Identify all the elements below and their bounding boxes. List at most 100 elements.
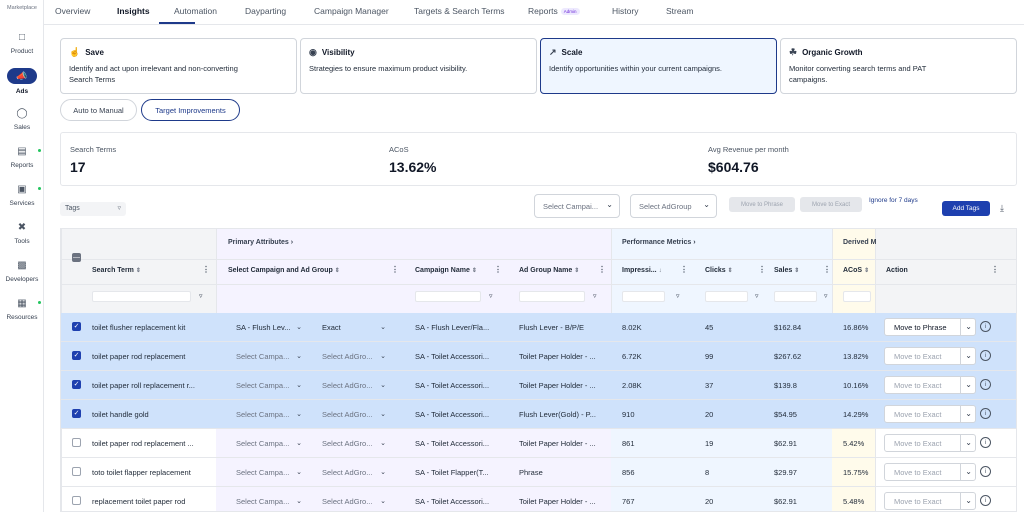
campaign-select[interactable]: Select Campa... ⌄	[236, 468, 302, 477]
info-icon[interactable]: i	[980, 321, 991, 332]
group-performance-metrics[interactable]: Performance Metrics ›	[622, 239, 696, 246]
sidebar-item-ads[interactable]: 📣 Ads	[0, 66, 44, 100]
filter-input-ad-group-name[interactable]	[519, 291, 585, 302]
tab-dayparting[interactable]: Dayparting	[245, 6, 286, 16]
sidebar-item-developers[interactable]: ▩ Developers	[0, 256, 44, 290]
col-acos[interactable]: ACoS ⇕	[843, 267, 870, 274]
info-icon[interactable]: i	[980, 350, 991, 361]
column-menu-icon[interactable]: ⋮	[202, 265, 210, 274]
col-impressions[interactable]: Impressi... ↓	[622, 267, 662, 274]
card-organic-growth[interactable]: ☘ Organic Growth Monitor converting searc…	[780, 38, 1017, 94]
campaign-name-cell: SA - Toilet Flapper(T...	[415, 468, 489, 477]
action-dropdown[interactable]: Move to Exact ⌄	[884, 347, 976, 365]
filter-icon[interactable]: ▿	[199, 293, 203, 300]
select-campaign-dropdown[interactable]: Select Campai... ⌄	[534, 194, 620, 218]
tab-insights[interactable]: Insights	[117, 6, 150, 16]
filter-input-impressions[interactable]	[622, 291, 665, 302]
download-icon[interactable]: ⤓	[1000, 203, 1004, 213]
card-save[interactable]: ☝ Save Identify and act upon irrelevant a…	[60, 38, 297, 94]
column-menu-icon[interactable]: ⋮	[391, 265, 399, 274]
row-checkbox[interactable]	[72, 467, 81, 476]
campaign-select[interactable]: Select Campa... ⌄	[236, 410, 302, 419]
sidebar-item-tools[interactable]: ✖ Tools	[0, 218, 44, 252]
select-all-checkbox[interactable]: —	[72, 253, 81, 262]
adgroup-select[interactable]: Select AdGro... ⌄	[322, 497, 386, 506]
column-menu-icon[interactable]: ⋮	[598, 265, 606, 274]
tab-overview[interactable]: Overview	[55, 6, 90, 16]
row-checkbox[interactable]	[72, 438, 81, 447]
info-icon[interactable]: i	[980, 379, 991, 390]
filter-icon[interactable]: ▿	[824, 293, 828, 300]
tab-stream[interactable]: Stream	[666, 6, 693, 16]
card-visibility[interactable]: ◉ Visibility Strategies to ensure maximum…	[300, 38, 537, 94]
adgroup-select[interactable]: Select AdGro... ⌄	[322, 352, 386, 361]
filter-icon[interactable]: ▿	[755, 293, 759, 300]
sidebar-item-services[interactable]: ▣ Services	[0, 180, 44, 214]
group-derived-metrics[interactable]: Derived M	[843, 239, 877, 246]
info-icon[interactable]: i	[980, 408, 991, 419]
action-dropdown[interactable]: Move to Exact ⌄	[884, 463, 976, 481]
campaign-select[interactable]: SA - Flush Lev... ⌄	[236, 323, 302, 332]
filter-input-campaign-name[interactable]	[415, 291, 481, 302]
filter-icon[interactable]: ▿	[676, 293, 680, 300]
filter-input-acos[interactable]	[843, 291, 871, 302]
tab-campaign-manager[interactable]: Campaign Manager	[314, 6, 389, 16]
adgroup-select[interactable]: Select AdGro... ⌄	[322, 439, 386, 448]
group-primary-attributes[interactable]: Primary Attributes ›	[228, 239, 294, 246]
filter-input-search-term[interactable]	[92, 291, 191, 302]
info-icon[interactable]: i	[980, 437, 991, 448]
column-menu-icon[interactable]: ⋮	[823, 265, 831, 274]
action-dropdown[interactable]: Move to Exact ⌄	[884, 405, 976, 423]
action-dropdown[interactable]: Move to Exact ⌄	[884, 376, 976, 394]
row-checkbox[interactable]: ✓	[72, 409, 81, 418]
campaign-select[interactable]: Select Campa... ⌄	[236, 381, 302, 390]
adgroup-select[interactable]: Select AdGro... ⌄	[322, 410, 386, 419]
move-to-exact-button[interactable]: Move to Exact	[800, 197, 862, 212]
tab-reports[interactable]: Reports Admin	[528, 6, 580, 16]
campaign-select[interactable]: Select Campa... ⌄	[236, 497, 302, 506]
select-adgroup-dropdown[interactable]: Select AdGroup ⌄	[630, 194, 717, 218]
sidebar-item-reports[interactable]: ▤ Reports	[0, 142, 44, 176]
adgroup-select[interactable]: Exact ⌄	[322, 323, 386, 332]
column-menu-icon[interactable]: ⋮	[758, 265, 766, 274]
action-dropdown[interactable]: Move to Exact ⌄	[884, 434, 976, 452]
action-dropdown[interactable]: Move to Phrase ⌄	[884, 318, 976, 336]
col-search-term[interactable]: Search Term ⇕	[92, 267, 141, 274]
tab-targets-search-terms[interactable]: Targets & Search Terms	[414, 6, 505, 16]
campaign-select[interactable]: Select Campa... ⌄	[236, 439, 302, 448]
tab-automation[interactable]: Automation	[174, 6, 217, 16]
ignore-7-days-button[interactable]: Ignore for 7 days	[869, 197, 918, 204]
sidebar-item-resources[interactable]: ▦ Resources	[0, 294, 44, 328]
row-checkbox[interactable]: ✓	[72, 351, 81, 360]
column-menu-icon[interactable]: ⋮	[991, 265, 999, 274]
column-menu-icon[interactable]: ⋮	[494, 265, 502, 274]
filter-input-sales[interactable]	[774, 291, 817, 302]
campaign-select[interactable]: Select Campa... ⌄	[236, 352, 302, 361]
row-checkbox[interactable]: ✓	[72, 322, 81, 331]
tags-filter[interactable]: Tags ▿	[60, 202, 126, 216]
row-checkbox[interactable]	[72, 496, 81, 505]
filter-icon[interactable]: ▿	[489, 293, 493, 300]
tab-history[interactable]: History	[612, 6, 638, 16]
column-menu-icon[interactable]: ⋮	[680, 265, 688, 274]
col-ad-group-name[interactable]: Ad Group Name ⇕	[519, 267, 580, 274]
row-checkbox[interactable]: ✓	[72, 380, 81, 389]
col-sales[interactable]: Sales ⇕	[774, 267, 800, 274]
sidebar-item-sales[interactable]: ◯ Sales	[0, 104, 44, 138]
add-tags-button[interactable]: Add Tags	[942, 201, 990, 216]
info-icon[interactable]: i	[980, 495, 991, 506]
filter-input-clicks[interactable]	[705, 291, 748, 302]
sidebar-item-product[interactable]: □ Product	[0, 28, 44, 62]
action-dropdown[interactable]: Move to Exact ⌄	[884, 492, 976, 510]
col-campaign-name[interactable]: Campaign Name ⇕	[415, 267, 477, 274]
card-scale[interactable]: ↗ Scale Identify opportunities within you…	[540, 38, 777, 94]
col-select-campaign[interactable]: Select Campaign and Ad Group ⇕	[228, 267, 340, 274]
subtab-target-improvements[interactable]: Target Improvements	[141, 99, 240, 121]
info-icon[interactable]: i	[980, 466, 991, 477]
col-clicks[interactable]: Clicks ⇕	[705, 267, 733, 274]
filter-icon[interactable]: ▿	[593, 293, 597, 300]
subtab-auto-to-manual[interactable]: Auto to Manual	[60, 99, 137, 121]
move-to-phrase-button[interactable]: Move to Phrase	[729, 197, 795, 212]
adgroup-select[interactable]: Select AdGro... ⌄	[322, 381, 386, 390]
adgroup-select[interactable]: Select AdGro... ⌄	[322, 468, 386, 477]
